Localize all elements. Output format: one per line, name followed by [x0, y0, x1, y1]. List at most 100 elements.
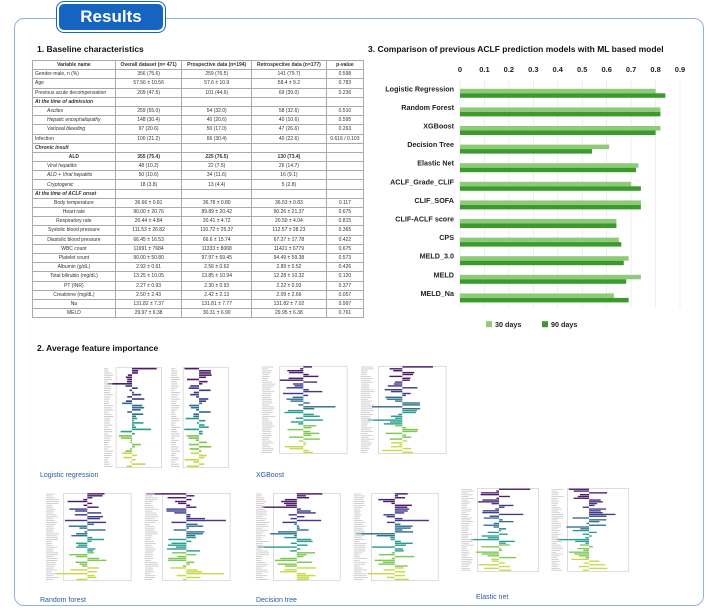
fi-tick-label	[353, 537, 362, 539]
fi-tick-label	[144, 518, 155, 520]
fi-tick-label	[551, 521, 559, 523]
fi-bar	[303, 430, 311, 433]
fi-tick-label	[261, 374, 270, 376]
x-tick-label: 0.3	[528, 65, 538, 74]
table-cell: 2.42 ± 2.13	[181, 289, 253, 300]
fi-bar	[296, 574, 316, 577]
table-row: MELD 29.97 ± 6.38 30.31 ± 6.90 29.95 ± 6.38…	[32, 308, 365, 319]
fi-tick-label	[261, 425, 275, 427]
fi-tick-label	[45, 567, 54, 569]
table-cell: 2.27 ± 0.93	[114, 280, 183, 291]
fi-tick-label	[353, 542, 367, 544]
fi-tick-label	[461, 521, 474, 523]
table-cell: Platelet count	[32, 252, 116, 264]
fi-tick-label	[144, 577, 156, 578]
fi-bar	[481, 553, 500, 555]
table-cell	[251, 142, 327, 153]
table-row: Ascites 259 (55.0) 54 (32.0) 58 (32.6) 0.510	[32, 105, 365, 117]
fi-bar	[394, 510, 408, 512]
table-row: Respiratory rate 20.44 ± 4.84 20.41 ± 4.72…	[32, 216, 365, 227]
fi-tick-label	[144, 573, 151, 575]
fi-tick-label	[104, 420, 111, 422]
fi-bar	[499, 547, 502, 550]
fi-bar	[284, 502, 297, 505]
fi-bar	[499, 519, 503, 521]
fi-tick-label	[551, 537, 559, 539]
fi-bar	[199, 432, 203, 435]
fi-bar	[193, 413, 200, 416]
fi-tick-label	[255, 544, 263, 546]
fi-bar	[393, 383, 403, 385]
fi-bar	[390, 538, 395, 541]
fi-bar	[282, 521, 297, 524]
fi-tick-label	[360, 433, 368, 434]
fi-tick-label	[461, 501, 471, 503]
fi-bar	[296, 576, 310, 579]
fi-bar	[402, 428, 419, 431]
fi-tick-label	[144, 510, 153, 512]
fi-bar	[482, 510, 500, 512]
fi-tick-label	[360, 414, 374, 415]
fi-bar	[402, 387, 418, 389]
fi-tick-label	[461, 544, 474, 546]
table-cell: 0.598	[325, 69, 365, 80]
fi-bar	[175, 546, 187, 548]
fi-tick-label	[551, 512, 561, 514]
fi-bar	[199, 456, 205, 459]
fi-tick-label	[255, 520, 265, 522]
fi-bar	[132, 458, 136, 461]
fi-bar	[394, 512, 405, 514]
fi-bar	[67, 500, 88, 503]
fi-bar	[589, 502, 598, 505]
table-cell: 40 (20.6)	[181, 115, 253, 126]
fi-bar	[484, 567, 500, 570]
fi-tick-label	[360, 450, 368, 451]
fi-tick-label	[144, 550, 155, 552]
fi-tick-label	[255, 546, 264, 548]
fi-tick-label	[104, 413, 112, 415]
table-cell: Heart rate	[32, 206, 116, 218]
fi-tick-label	[461, 526, 469, 528]
category-label: Logistic Regression	[385, 84, 454, 93]
fi-bar	[499, 504, 514, 507]
fi-tick-label	[261, 408, 275, 410]
fi-tick-label	[144, 533, 159, 535]
fi-tick-label	[461, 548, 467, 550]
fi-tick-label	[353, 561, 367, 563]
fi-tick-label	[261, 429, 271, 431]
fi-bar	[290, 517, 297, 520]
fi-tick-label	[461, 539, 474, 541]
fi-bar	[303, 415, 320, 418]
fi-bar	[573, 497, 590, 499]
fi-bar	[483, 517, 500, 519]
fi-tick-label	[353, 510, 361, 512]
fi-tick-label	[353, 548, 366, 550]
fi-bar	[132, 443, 141, 446]
fi-bar	[394, 493, 408, 495]
fi-bar	[578, 555, 590, 557]
fi-bar	[132, 413, 144, 416]
fi-bar	[303, 425, 317, 427]
fi-tick-label	[261, 446, 271, 448]
fi-bar	[132, 445, 135, 448]
fi-tick-label	[261, 381, 272, 383]
fi-tick-label	[104, 379, 112, 381]
fi-tick-label	[45, 503, 59, 504]
fi-bar	[120, 430, 133, 433]
table-cell: 0.510	[325, 105, 365, 117]
x-tick-label: 0.4	[553, 65, 564, 74]
table-row: Diastolic blood pressure 66.45 ± 16.53 66.…	[32, 234, 365, 245]
results-banner: Results	[57, 2, 165, 32]
fi-bar	[280, 557, 297, 560]
fi-tick-label	[144, 567, 153, 569]
fi-tick-label	[45, 533, 60, 535]
fi-bar	[296, 527, 300, 529]
fi-bar	[199, 430, 203, 433]
table-cell: 356 (75.6)	[114, 69, 183, 80]
fi-tick-label	[353, 560, 360, 561]
table-cell: 16 (9.1)	[251, 170, 327, 181]
fi-tick-label	[461, 566, 468, 568]
fi-tick-label	[171, 383, 178, 385]
fi-tick-label	[144, 493, 155, 495]
fi-bar	[132, 367, 157, 370]
